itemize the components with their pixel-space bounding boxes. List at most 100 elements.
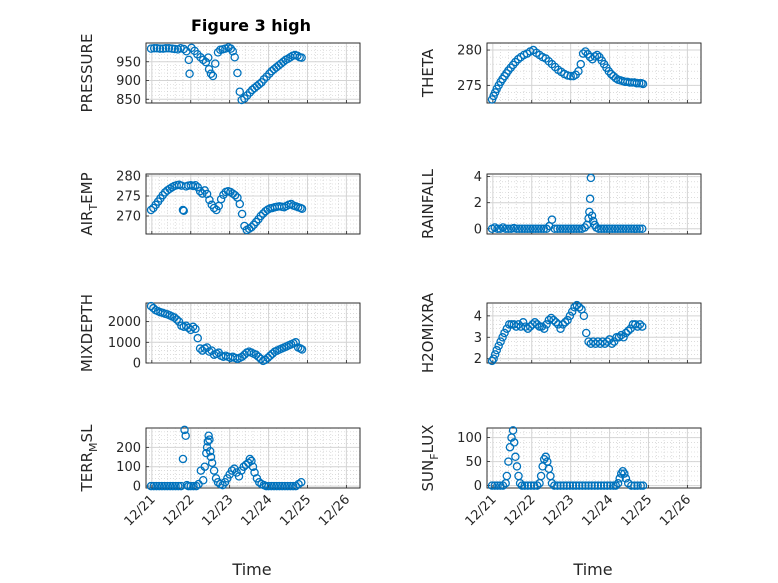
data-point [578, 49, 588, 58]
data-point [609, 337, 619, 346]
data-point [517, 224, 527, 234]
data-point [247, 456, 256, 466]
data-point [286, 199, 296, 209]
data-point [574, 481, 584, 490]
data-point [517, 481, 527, 490]
x-tick-label: 12/21 [463, 492, 500, 529]
ylabel-rainfall: RAINFALL [419, 168, 437, 239]
data-point [146, 205, 156, 215]
data-point [602, 481, 612, 490]
y-tick-label: 200 [116, 441, 141, 456]
data-point [161, 44, 171, 53]
axes-frame [145, 42, 361, 104]
data-point [609, 481, 618, 490]
data-point [596, 481, 606, 490]
data-point [606, 69, 616, 79]
data-point [487, 481, 497, 490]
data-point [580, 223, 589, 232]
axes-frame [145, 173, 361, 235]
x-tick-label: 12/22 [160, 492, 197, 529]
data-point [632, 78, 642, 88]
data-point [637, 224, 647, 234]
data-point [164, 44, 174, 53]
data-point [615, 474, 624, 483]
subplot-8: 0 50 100 SUNFLUX 12/21 12/22 12/23 12/24 12/25 12… [419, 425, 702, 579]
data-point [203, 437, 213, 446]
data-point [228, 47, 238, 56]
data-point [564, 224, 573, 234]
data-point [549, 315, 558, 325]
data-point [208, 71, 218, 81]
data-point [502, 324, 512, 333]
data-point [508, 426, 518, 435]
ylabel-pressure: PRESSURE [78, 34, 96, 113]
data-point [191, 481, 201, 491]
data-point [265, 69, 274, 79]
ylabel-theta: THETA [419, 48, 437, 98]
data-point [581, 481, 590, 490]
data-point [181, 431, 190, 440]
data-point [230, 53, 239, 62]
data-point [571, 481, 581, 490]
data-point [627, 224, 636, 234]
data-point [209, 466, 219, 475]
data-point [594, 224, 603, 234]
data-point [572, 224, 581, 234]
data-point [630, 481, 639, 490]
data-point [613, 478, 623, 488]
data-point [605, 224, 614, 234]
data-point [296, 477, 306, 487]
x-tick-label: 12/24 [579, 492, 616, 529]
data-point [542, 320, 551, 329]
data-point [526, 481, 536, 490]
axes-frame [486, 302, 702, 364]
data-point [206, 452, 216, 462]
y-tick-label: 3 [474, 331, 482, 346]
data-point [602, 224, 612, 234]
data-point [629, 224, 639, 234]
data-point [179, 206, 188, 216]
data-point [179, 44, 188, 54]
data-point [529, 481, 539, 490]
data-point [174, 481, 183, 491]
data-point [587, 211, 597, 220]
data-point [542, 224, 551, 234]
data-point [599, 481, 609, 490]
data-point [261, 355, 270, 365]
data-point [259, 75, 269, 84]
y-tick-label: 2000 [108, 315, 141, 330]
data-point [523, 224, 532, 234]
subplot-6: 2 3 4 H2OMIXRA [419, 292, 702, 373]
data-point [569, 224, 579, 234]
x-tick-label: 12/23 [540, 492, 577, 529]
data-point [146, 44, 156, 53]
data-point [297, 345, 307, 354]
data-point [230, 190, 240, 200]
data-point [541, 452, 551, 462]
data-point [565, 311, 575, 321]
data-point [627, 481, 636, 490]
data-point [233, 68, 242, 78]
data-point [614, 333, 624, 342]
data-point [178, 454, 188, 464]
data-point [201, 57, 211, 67]
data-point [558, 224, 568, 234]
data-point [291, 338, 301, 347]
data-point [560, 318, 570, 327]
data-point [532, 320, 542, 329]
x-tick-label: 12/24 [238, 492, 275, 529]
x-tick-label: 12/25 [618, 492, 655, 529]
y-tick-label: 270 [116, 210, 141, 225]
data-point [523, 481, 533, 490]
axes-frame [486, 173, 702, 235]
data-point [536, 471, 546, 481]
data-point [297, 53, 306, 62]
data-point [584, 481, 593, 490]
data-point [562, 481, 572, 490]
data-point [152, 44, 162, 53]
y-tick-label: 275 [457, 79, 482, 94]
data-point [574, 303, 584, 312]
ylabel-h2omixra: H2OMIXRA [419, 292, 437, 373]
data-point [547, 215, 557, 224]
